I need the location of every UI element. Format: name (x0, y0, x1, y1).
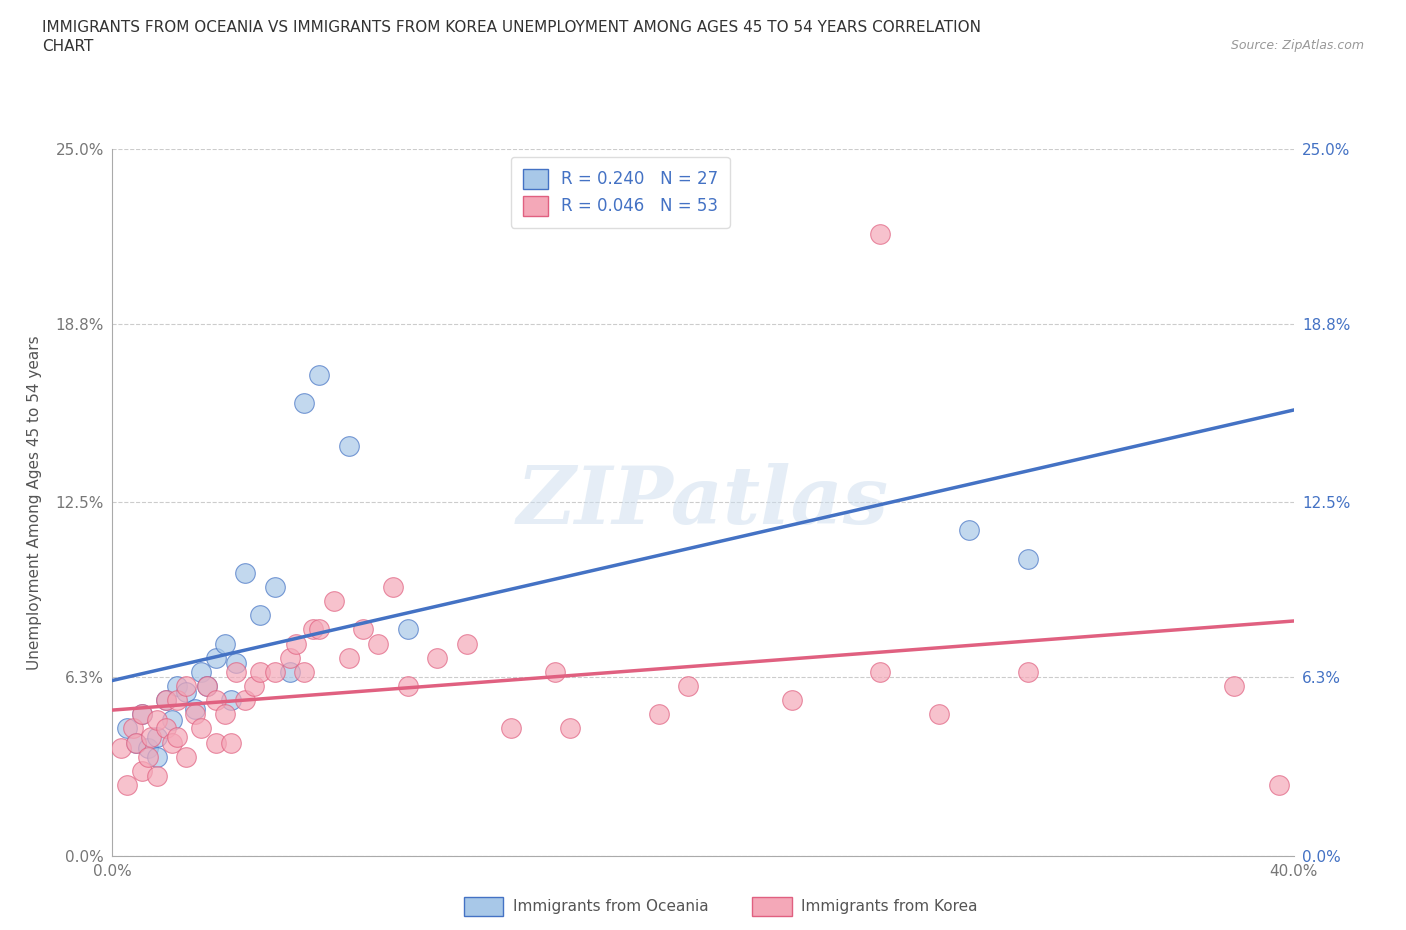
Point (146, 750, 169, 764)
Point (501, 721, 523, 736)
Point (174, 679, 197, 694)
Point (323, 593, 346, 608)
Point (174, 684, 197, 699)
Point (382, 579, 405, 594)
Point (780, 693, 803, 708)
Point (160, 712, 183, 727)
Point (1223, 679, 1246, 694)
Point (233, 693, 256, 708)
Point (125, 735, 148, 750)
Text: IMMIGRANTS FROM OCEANIA VS IMMIGRANTS FROM KOREA UNEMPLOYMENT AMONG AGES 45 TO 5: IMMIGRANTS FROM OCEANIA VS IMMIGRANTS FR… (42, 20, 981, 35)
Point (155, 693, 177, 708)
Point (166, 729, 188, 744)
Point (110, 740, 132, 755)
Point (264, 664, 287, 679)
Point (155, 693, 177, 708)
Point (190, 664, 212, 679)
Point (136, 750, 159, 764)
Point (136, 740, 159, 755)
Point (122, 721, 145, 736)
Point (928, 707, 950, 722)
Point (284, 636, 307, 651)
Point (139, 729, 162, 744)
Point (166, 693, 188, 708)
Point (308, 367, 330, 382)
Point (292, 664, 315, 679)
Point (195, 679, 218, 694)
Point (308, 622, 330, 637)
Point (214, 707, 236, 722)
Point (264, 579, 287, 594)
Point (544, 664, 567, 679)
Point (225, 664, 247, 679)
Point (1017, 664, 1039, 679)
Point (190, 721, 212, 736)
Point (302, 622, 325, 637)
Point (131, 707, 153, 722)
Point (647, 707, 671, 722)
Point (396, 679, 419, 694)
Point (146, 769, 169, 784)
Point (1268, 777, 1291, 792)
Point (174, 750, 197, 764)
Text: Source: ZipAtlas.com: Source: ZipAtlas.com (1230, 39, 1364, 52)
Point (278, 664, 301, 679)
Point (225, 656, 247, 671)
Point (957, 523, 980, 538)
Point (367, 636, 389, 651)
Point (869, 226, 891, 241)
Point (184, 701, 207, 716)
Point (146, 712, 169, 727)
Point (146, 729, 169, 744)
Point (184, 707, 207, 722)
Point (456, 636, 478, 651)
Point (166, 679, 188, 694)
Point (131, 764, 153, 778)
Point (195, 679, 218, 694)
Point (131, 707, 153, 722)
Point (219, 735, 242, 750)
Point (426, 650, 449, 665)
Text: Immigrants from Oceania: Immigrants from Oceania (513, 899, 709, 914)
Point (205, 693, 228, 708)
Point (205, 650, 228, 665)
Point (117, 777, 138, 792)
Point (337, 650, 360, 665)
Point (214, 636, 236, 651)
Legend: R = 0.240   N = 27, R = 0.046   N = 53: R = 0.240 N = 27, R = 0.046 N = 53 (510, 157, 730, 228)
Point (678, 679, 700, 694)
Point (155, 721, 177, 736)
Point (233, 565, 256, 580)
Point (337, 438, 360, 453)
Point (396, 622, 419, 637)
Point (558, 721, 582, 736)
Point (205, 735, 228, 750)
Text: Immigrants from Korea: Immigrants from Korea (801, 899, 979, 914)
Point (249, 608, 271, 623)
Point (249, 664, 271, 679)
Point (219, 693, 242, 708)
Point (117, 721, 138, 736)
Point (1017, 551, 1039, 566)
Point (243, 679, 266, 694)
Text: CHART: CHART (42, 39, 94, 54)
Text: ZIPatlas: ZIPatlas (517, 463, 889, 541)
Point (125, 735, 148, 750)
Point (352, 622, 374, 637)
Point (160, 735, 183, 750)
Point (869, 664, 891, 679)
Y-axis label: Unemployment Among Ages 45 to 54 years: Unemployment Among Ages 45 to 54 years (27, 335, 42, 670)
Point (278, 650, 301, 665)
Point (292, 396, 315, 411)
